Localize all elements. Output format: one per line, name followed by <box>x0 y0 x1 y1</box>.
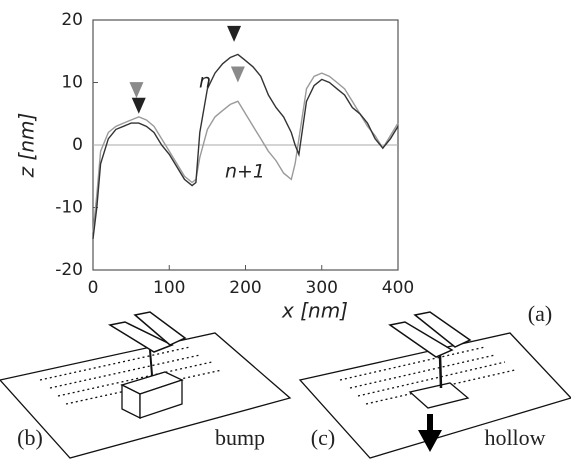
x-tick-label: 200 <box>229 278 261 298</box>
panel-label: (a) <box>528 301 552 326</box>
down-arrow <box>418 414 442 452</box>
y-tick-label: 20 <box>61 10 83 30</box>
x-tick-label: 100 <box>153 278 185 298</box>
series-label: n+1 <box>225 161 265 183</box>
peak-marker <box>227 25 242 42</box>
y-tick-label: -10 <box>55 198 83 218</box>
data-line <box>92 53 399 239</box>
tip <box>438 354 443 389</box>
x-tick-label: 0 <box>88 278 99 298</box>
x-tick-label: 400 <box>382 278 414 298</box>
panel-caption: bump <box>215 425 265 450</box>
y-tick-label: 0 <box>72 135 83 155</box>
y-axis-title: z [nm] <box>15 113 39 179</box>
peak-marker <box>230 66 245 83</box>
y-tick-label: -20 <box>55 260 83 280</box>
panel-caption: hollow <box>484 425 545 450</box>
cantilever <box>388 321 454 358</box>
x-axis-title: x [nm] <box>281 299 348 323</box>
x-tick-label: 300 <box>306 278 338 298</box>
scan-lines <box>39 346 223 405</box>
peak-marker <box>129 82 144 99</box>
series-label: n <box>199 71 211 93</box>
tip <box>149 349 153 376</box>
hollow <box>408 382 470 409</box>
cantilever-arm <box>133 311 187 346</box>
bump-front <box>139 379 183 419</box>
cantilever-arm <box>413 311 472 348</box>
cantilever <box>107 321 174 353</box>
diagram-b: (b) bump <box>0 311 292 459</box>
y-tick-label: 10 <box>61 73 83 93</box>
peak-marker <box>131 97 146 114</box>
data-line <box>92 72 399 233</box>
diagram-c: (c) hollow <box>298 311 571 459</box>
panel-label: (b) <box>17 425 43 450</box>
panel-label: (c) <box>311 425 335 450</box>
